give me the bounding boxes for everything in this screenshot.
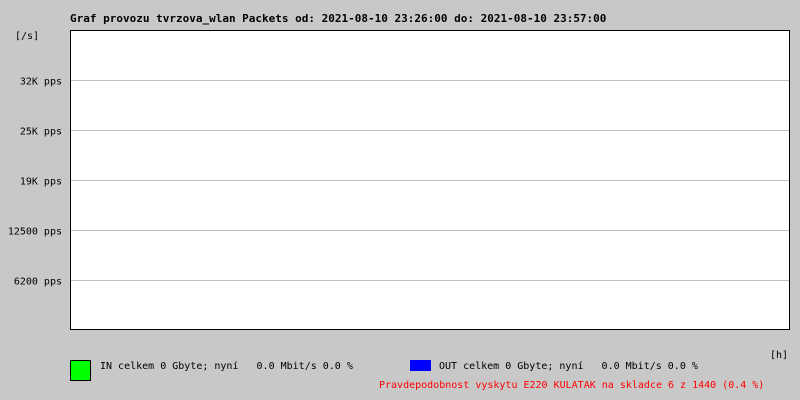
legend-in-swatch bbox=[70, 360, 91, 381]
gridline bbox=[71, 130, 789, 131]
y-tick-label: 32K pps bbox=[19, 76, 62, 88]
legend-in-text: IN celkem 0 Gbyte; nyní 0.0 Mbit/s 0.0 % bbox=[100, 361, 353, 372]
y-axis-label: [/s] bbox=[15, 31, 40, 42]
legend-out-text: OUT celkem 0 Gbyte; nyní 0.0 Mbit/s 0.0 … bbox=[439, 361, 698, 372]
footer-note: Pravdepodobnost vyskytu E220 KULATAK na … bbox=[379, 380, 765, 391]
gridline bbox=[71, 230, 789, 231]
gridline bbox=[71, 80, 789, 81]
gridline bbox=[71, 180, 789, 181]
y-tick-label: 25K pps bbox=[19, 126, 62, 138]
x-axis-label: [h] bbox=[770, 350, 789, 361]
y-tick-label: 12500 pps bbox=[7, 226, 62, 238]
y-tick-label: 6200 pps bbox=[13, 276, 62, 288]
y-tick-label: 19K pps bbox=[19, 176, 62, 188]
legend-out-swatch bbox=[410, 360, 431, 371]
plot-area bbox=[70, 30, 790, 330]
gridline bbox=[71, 280, 789, 281]
chart-title: Graf provozu tvrzova_wlan Packets od: 20… bbox=[70, 12, 607, 25]
